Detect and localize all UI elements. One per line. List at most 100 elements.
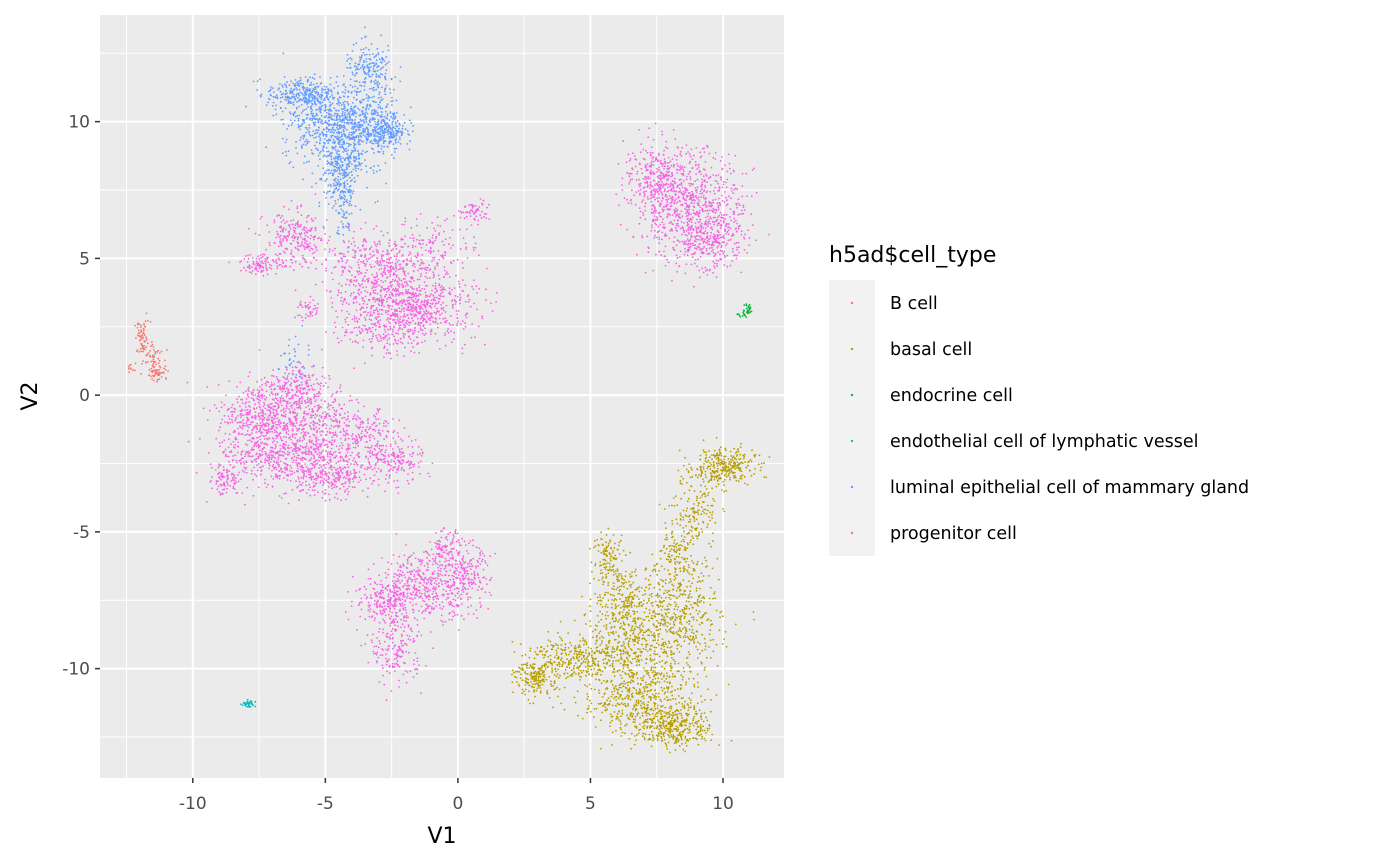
data-point <box>603 566 606 569</box>
data-point <box>647 615 650 618</box>
data-point <box>632 721 635 723</box>
data-point <box>674 561 676 564</box>
data-point <box>165 377 167 379</box>
data-point <box>688 725 691 728</box>
data-point <box>322 147 324 150</box>
data-point <box>660 609 663 611</box>
data-point <box>369 103 371 106</box>
data-point <box>759 469 762 472</box>
data-point <box>648 584 650 586</box>
data-point <box>406 129 409 132</box>
data-point <box>684 536 686 538</box>
data-point <box>577 660 580 662</box>
data-point <box>400 134 403 137</box>
data-point <box>706 504 709 507</box>
data-point <box>570 657 573 660</box>
data-point <box>685 600 688 603</box>
data-point <box>595 647 598 649</box>
data-point <box>542 675 545 677</box>
data-point <box>619 720 622 723</box>
data-point <box>644 733 647 736</box>
data-point <box>685 662 688 664</box>
data-point <box>693 706 696 709</box>
data-point <box>612 534 615 536</box>
data-point <box>681 733 684 736</box>
data-point <box>367 71 369 74</box>
data-point <box>724 464 727 467</box>
data-point <box>663 687 666 690</box>
data-point <box>616 702 619 705</box>
data-point <box>663 568 666 570</box>
data-point <box>698 601 701 604</box>
data-point <box>373 95 375 98</box>
data-point <box>381 137 384 140</box>
data-point <box>378 138 380 141</box>
data-point <box>532 702 535 705</box>
data-point <box>279 83 281 85</box>
data-point <box>643 724 646 727</box>
data-point <box>302 178 304 181</box>
data-point <box>608 562 611 565</box>
data-point <box>622 650 625 653</box>
data-point <box>617 659 620 662</box>
data-point <box>706 461 708 464</box>
data-point <box>285 138 288 141</box>
data-point <box>357 63 360 66</box>
data-point <box>544 654 546 657</box>
data-point <box>327 172 330 175</box>
data-point <box>656 680 659 683</box>
data-point <box>607 652 609 654</box>
data-point <box>735 467 738 469</box>
data-point <box>655 646 658 649</box>
data-point <box>349 78 352 81</box>
data-point <box>704 642 707 645</box>
data-point <box>682 477 685 480</box>
data-point <box>289 101 292 103</box>
data-point <box>681 724 684 726</box>
data-point <box>617 634 620 637</box>
data-point <box>307 101 310 104</box>
data-point <box>293 84 296 87</box>
data-point <box>750 474 753 477</box>
data-point <box>605 681 608 684</box>
data-point <box>605 541 607 544</box>
data-point <box>729 450 732 453</box>
data-point <box>634 657 636 660</box>
data-point <box>336 152 338 155</box>
data-point <box>327 161 330 164</box>
data-point <box>152 360 155 363</box>
data-point <box>695 527 698 530</box>
data-point <box>598 692 601 694</box>
data-point <box>607 542 610 545</box>
data-point <box>616 548 619 551</box>
data-point <box>703 637 706 640</box>
data-point <box>386 103 389 105</box>
data-point <box>372 68 375 70</box>
data-point <box>723 474 726 477</box>
data-point <box>658 725 661 727</box>
data-point <box>669 558 672 561</box>
data-point <box>373 126 376 129</box>
data-point <box>695 529 697 531</box>
data-point <box>385 128 387 130</box>
data-point <box>646 690 649 693</box>
data-point <box>379 151 381 153</box>
data-point <box>311 99 314 101</box>
data-point <box>304 90 307 93</box>
data-point <box>312 153 315 155</box>
data-point <box>636 677 639 680</box>
data-point <box>689 723 692 725</box>
data-point <box>341 168 343 171</box>
data-point <box>729 464 732 466</box>
data-point <box>653 717 656 719</box>
data-point <box>650 666 653 669</box>
data-point <box>626 690 629 692</box>
data-point <box>661 678 663 680</box>
data-point <box>678 712 681 715</box>
data-point <box>626 664 629 666</box>
data-point <box>376 111 379 114</box>
data-point <box>739 467 742 470</box>
data-point <box>374 123 377 126</box>
data-point <box>288 84 291 87</box>
data-point <box>581 671 583 674</box>
